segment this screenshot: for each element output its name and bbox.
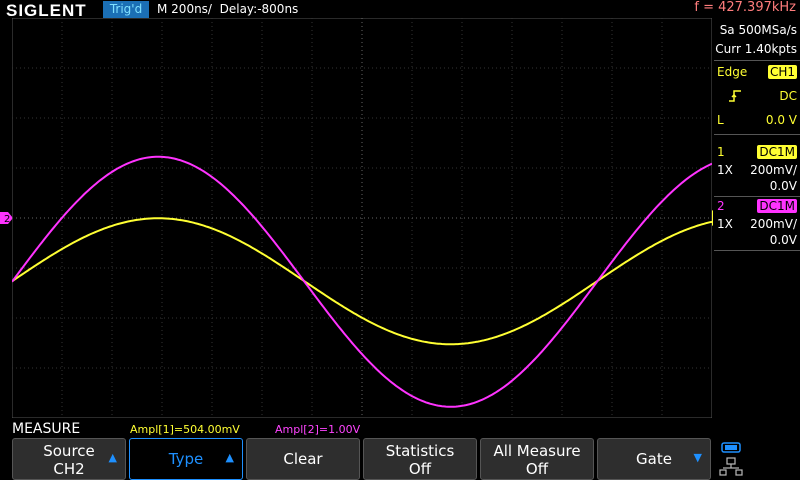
ch2-coupling: DC1M bbox=[757, 199, 797, 213]
source-softkey[interactable]: Source CH2 ▲ bbox=[12, 438, 126, 480]
channel2-ground-marker-icon[interactable]: 2 bbox=[0, 210, 14, 226]
all-measure-softkey[interactable]: All Measure Off bbox=[480, 438, 594, 480]
source-value: CH2 bbox=[53, 460, 85, 478]
clear-label: Clear bbox=[283, 450, 323, 468]
ch1-probe: 1X bbox=[717, 163, 733, 177]
timebase-value: M 200ns/ bbox=[157, 2, 212, 16]
measurement-ch2-amplitude: Ampl[2]=1.00V bbox=[275, 423, 361, 436]
chevron-down-icon: ▼ bbox=[693, 451, 702, 464]
ch2-waveform bbox=[12, 155, 712, 408]
trigger-level: 0.0 V bbox=[765, 113, 797, 127]
svg-text:2: 2 bbox=[4, 214, 10, 225]
type-softkey[interactable]: Type ▲ bbox=[129, 438, 243, 480]
gate-softkey[interactable]: Gate ▼ bbox=[597, 438, 711, 480]
softkey-bar: Source CH2 ▲ Type ▲ Clear Statistics Off… bbox=[0, 438, 800, 480]
rising-edge-icon bbox=[729, 90, 741, 102]
memory-depth: Curr 1.40kpts bbox=[715, 42, 797, 56]
right-info-panel: Sa 500MSa/s Curr 1.40kpts Edge CH1 DC L … bbox=[714, 20, 800, 420]
trigger-coupling: DC bbox=[779, 89, 797, 103]
timebase-readout[interactable]: M 200ns/ Delay:-800ns bbox=[157, 2, 298, 16]
usb-icon bbox=[721, 442, 741, 453]
measure-menu-title: MEASURE bbox=[12, 421, 81, 437]
sample-rate: Sa 500MSa/s bbox=[719, 23, 797, 37]
ch1-coupling: DC1M bbox=[757, 145, 797, 159]
system-status-icons bbox=[719, 442, 743, 476]
ch2-offset: 0.0V bbox=[769, 233, 797, 247]
top-status-bar: SIGLENT Trig'd M 200ns/ Delay:-800ns f =… bbox=[0, 0, 800, 20]
ch1-offset: 0.0V bbox=[769, 179, 797, 193]
trigger-level-label: L bbox=[717, 113, 724, 127]
chevron-up-icon: ▲ bbox=[225, 451, 234, 464]
trigger-settings[interactable]: Edge CH1 bbox=[714, 62, 800, 82]
ch2-scale: 200mV/ bbox=[750, 217, 797, 231]
frequency-counter: f = 427.397kHz bbox=[694, 0, 796, 15]
statistics-value: Off bbox=[408, 460, 432, 478]
statistics-label: Statistics bbox=[385, 442, 455, 460]
network-icon bbox=[719, 457, 743, 476]
ch2-probe: 1X bbox=[717, 217, 733, 231]
measurement-ch1-amplitude: Ampl[1]=504.00mV bbox=[130, 423, 240, 436]
waveform-display[interactable] bbox=[12, 18, 712, 418]
clear-softkey[interactable]: Clear bbox=[246, 438, 360, 480]
statistics-softkey[interactable]: Statistics Off bbox=[363, 438, 477, 480]
gate-label: Gate bbox=[636, 450, 672, 468]
trigger-source: CH1 bbox=[767, 65, 797, 79]
ch1-number: 1 bbox=[717, 145, 725, 159]
chevron-up-icon: ▲ bbox=[108, 451, 117, 464]
all-measure-value: Off bbox=[525, 460, 549, 478]
ch1-info[interactable]: 1 DC1M bbox=[714, 142, 800, 162]
delay-value: Delay:-800ns bbox=[219, 2, 299, 16]
source-label: Source bbox=[43, 442, 95, 460]
ch2-info[interactable]: 2 DC1M bbox=[714, 196, 800, 216]
brand-logo: SIGLENT bbox=[6, 1, 87, 20]
all-measure-label: All Measure bbox=[493, 442, 581, 460]
type-label: Type bbox=[168, 450, 204, 468]
trigger-type: Edge bbox=[717, 65, 748, 79]
trigger-status-badge[interactable]: Trig'd bbox=[103, 1, 149, 18]
graticule-grid bbox=[12, 18, 712, 418]
ch1-scale: 200mV/ bbox=[750, 163, 797, 177]
ch2-number: 2 bbox=[717, 199, 725, 213]
